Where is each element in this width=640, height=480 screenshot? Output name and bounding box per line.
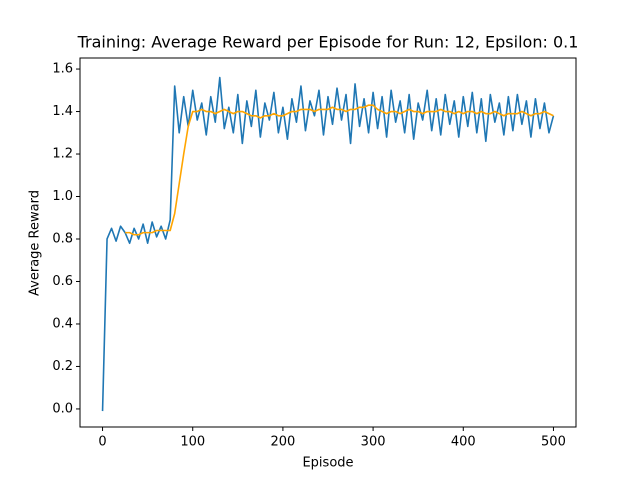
y-tick-label: 0.8 bbox=[52, 231, 73, 246]
x-tick-label: 500 bbox=[541, 435, 566, 450]
x-tick-label: 200 bbox=[270, 435, 295, 450]
y-axis-label: Average Reward bbox=[28, 190, 43, 296]
y-tick-label: 1.4 bbox=[52, 104, 73, 119]
y-tick-label: 0.6 bbox=[52, 274, 73, 289]
x-tick-label: 400 bbox=[451, 435, 476, 450]
x-tick-label: 300 bbox=[361, 435, 386, 450]
x-tick-label: 0 bbox=[98, 435, 106, 450]
series-line bbox=[125, 104, 554, 236]
series-line bbox=[101, 76, 555, 412]
x-tick-label: 100 bbox=[180, 435, 205, 450]
y-tick-label: 0.0 bbox=[52, 401, 73, 416]
y-tick-label: 1.6 bbox=[52, 62, 73, 77]
x-axis-label: Episode bbox=[302, 456, 353, 471]
y-tick-label: 0.2 bbox=[52, 359, 73, 374]
chart-title: Training: Average Reward per Episode for… bbox=[77, 33, 579, 52]
plot-frame bbox=[79, 57, 577, 428]
y-tick-label: 1.2 bbox=[52, 147, 73, 162]
y-tick-label: 1.0 bbox=[52, 189, 73, 204]
y-tick-label: 0.4 bbox=[52, 316, 73, 331]
